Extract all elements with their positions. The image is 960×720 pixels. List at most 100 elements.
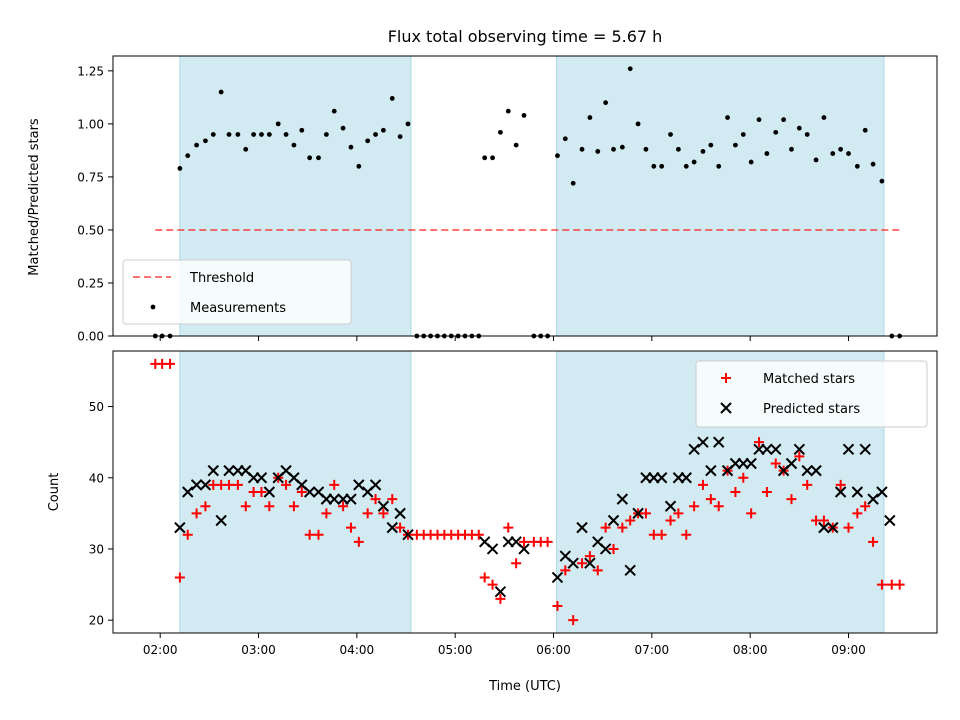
data-point bbox=[770, 458, 781, 469]
data-point bbox=[299, 127, 305, 133]
data-point bbox=[263, 486, 276, 498]
data-point bbox=[323, 132, 329, 137]
data-point bbox=[303, 486, 316, 498]
x-tick-label: 08:00 bbox=[733, 643, 768, 657]
data-point bbox=[770, 443, 782, 455]
data-point bbox=[851, 486, 864, 498]
data-point bbox=[316, 155, 321, 161]
legend-label: Threshold bbox=[189, 271, 254, 286]
observing-window-band bbox=[555, 55, 885, 337]
data-point bbox=[266, 132, 272, 137]
data-point bbox=[296, 487, 307, 497]
data-point bbox=[353, 536, 364, 547]
data-point bbox=[174, 572, 185, 583]
data-point bbox=[224, 479, 235, 490]
legend-label: Measurements bbox=[190, 301, 286, 316]
data-point bbox=[568, 615, 579, 626]
data-point bbox=[894, 579, 905, 590]
y-tick-label: 0.75 bbox=[77, 170, 104, 184]
data-point bbox=[595, 149, 601, 154]
data-point bbox=[348, 144, 354, 150]
data-point bbox=[570, 180, 576, 186]
x-tick-label: 09:00 bbox=[831, 643, 866, 657]
data-point bbox=[700, 149, 706, 154]
data-point bbox=[764, 151, 770, 156]
data-point bbox=[210, 132, 216, 137]
data-point bbox=[313, 529, 324, 540]
legend-marker bbox=[720, 402, 732, 414]
data-point bbox=[624, 564, 636, 577]
x-tick-label: 02:00 bbox=[143, 643, 178, 657]
data-point bbox=[664, 500, 677, 512]
data-point bbox=[275, 121, 281, 127]
data-point bbox=[386, 521, 398, 534]
legend-box bbox=[122, 259, 352, 325]
data-point bbox=[802, 479, 813, 490]
data-point bbox=[577, 558, 588, 569]
data-point bbox=[511, 558, 522, 569]
data-point bbox=[876, 486, 888, 498]
data-point bbox=[627, 66, 633, 72]
data-point bbox=[733, 142, 738, 148]
data-point bbox=[738, 472, 749, 483]
data-point bbox=[356, 163, 362, 169]
data-point bbox=[291, 142, 297, 148]
data-point bbox=[505, 108, 511, 114]
data-point bbox=[328, 493, 340, 505]
data-point bbox=[584, 551, 595, 562]
data-point bbox=[859, 443, 871, 455]
y-tick-label: 40 bbox=[89, 471, 104, 485]
data-point bbox=[551, 571, 564, 584]
data-point bbox=[635, 121, 641, 127]
data-point bbox=[259, 132, 264, 137]
data-point bbox=[519, 536, 530, 547]
legend-marker bbox=[150, 304, 156, 310]
y-tick-label: 50 bbox=[89, 400, 104, 414]
data-point bbox=[338, 501, 349, 512]
data-point bbox=[240, 501, 251, 512]
data-point bbox=[555, 153, 560, 159]
data-point bbox=[813, 157, 819, 163]
data-point bbox=[264, 501, 275, 512]
data-point bbox=[659, 163, 665, 169]
data-point bbox=[688, 443, 700, 455]
y-tick-label: 20 bbox=[89, 614, 104, 628]
data-point bbox=[165, 358, 176, 369]
data-point bbox=[232, 479, 243, 490]
data-point bbox=[498, 129, 503, 135]
data-point bbox=[600, 522, 611, 533]
data-point bbox=[867, 493, 879, 505]
data-point bbox=[683, 163, 689, 169]
data-point bbox=[479, 572, 490, 583]
data-point bbox=[884, 514, 896, 527]
data-point bbox=[603, 100, 609, 106]
data-point bbox=[818, 521, 830, 534]
data-point bbox=[340, 125, 346, 131]
data-point bbox=[746, 508, 757, 519]
data-point bbox=[345, 522, 356, 533]
data-point bbox=[665, 515, 676, 526]
data-point bbox=[552, 600, 563, 611]
data-point bbox=[675, 146, 681, 152]
y-tick-label: 0.25 bbox=[77, 276, 104, 290]
data-point bbox=[567, 557, 579, 569]
data-point bbox=[405, 121, 411, 127]
data-point bbox=[215, 514, 227, 527]
x-tick-label: 04:00 bbox=[340, 643, 375, 657]
data-point bbox=[370, 494, 381, 505]
data-point bbox=[518, 543, 530, 555]
data-point bbox=[584, 557, 596, 569]
data-point bbox=[362, 508, 373, 519]
data-point bbox=[587, 115, 593, 120]
series-predicted-stars bbox=[174, 436, 896, 598]
data-point bbox=[810, 464, 822, 477]
data-point bbox=[190, 479, 203, 491]
data-point bbox=[860, 501, 871, 512]
data-point bbox=[625, 515, 636, 526]
legend: Matched stars Predicted stars bbox=[695, 360, 928, 428]
data-point bbox=[748, 159, 754, 165]
legend-marker bbox=[721, 373, 731, 383]
data-point bbox=[599, 543, 612, 555]
data-point bbox=[203, 138, 208, 144]
